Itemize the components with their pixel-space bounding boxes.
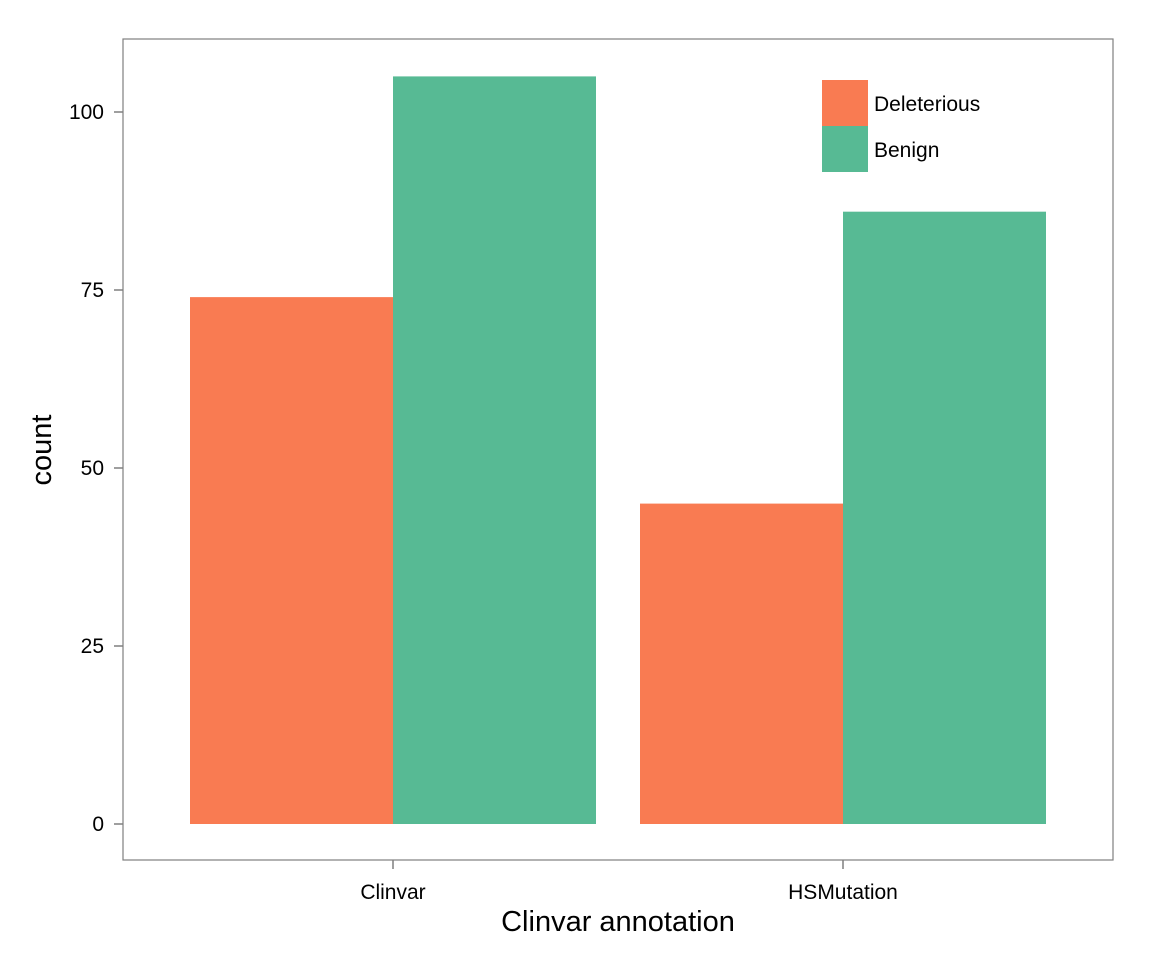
- legend-key-deleterious: [822, 80, 868, 126]
- bar-clinvar-benign: [393, 76, 596, 824]
- y-tick-label: 75: [81, 279, 104, 302]
- y-tick-label: 50: [81, 457, 104, 480]
- legend-label-deleterious: Deleterious: [874, 93, 980, 116]
- legend: Deleterious Benign: [822, 80, 980, 172]
- y-tick-label: 25: [81, 635, 104, 658]
- y-axis-title: count: [26, 415, 58, 486]
- x-tick-label-clinvar: Clinvar: [360, 881, 425, 904]
- y-tick-label: 100: [69, 101, 104, 124]
- x-tick-label-hsmutation: HSMutation: [788, 881, 898, 904]
- bar-clinvar-deleterious: [190, 297, 393, 824]
- y-axis: 0 25 50 75 100: [69, 101, 123, 836]
- bar-hsmutation-deleterious: [640, 503, 843, 824]
- y-tick-label: 0: [92, 813, 104, 836]
- bar-hsmutation-benign: [843, 211, 1046, 824]
- legend-label-benign: Benign: [874, 139, 939, 162]
- bars-layer: [190, 76, 1046, 824]
- x-axis-title: Clinvar annotation: [501, 906, 735, 938]
- legend-key-benign: [822, 126, 868, 172]
- x-axis: Clinvar HSMutation: [360, 860, 898, 904]
